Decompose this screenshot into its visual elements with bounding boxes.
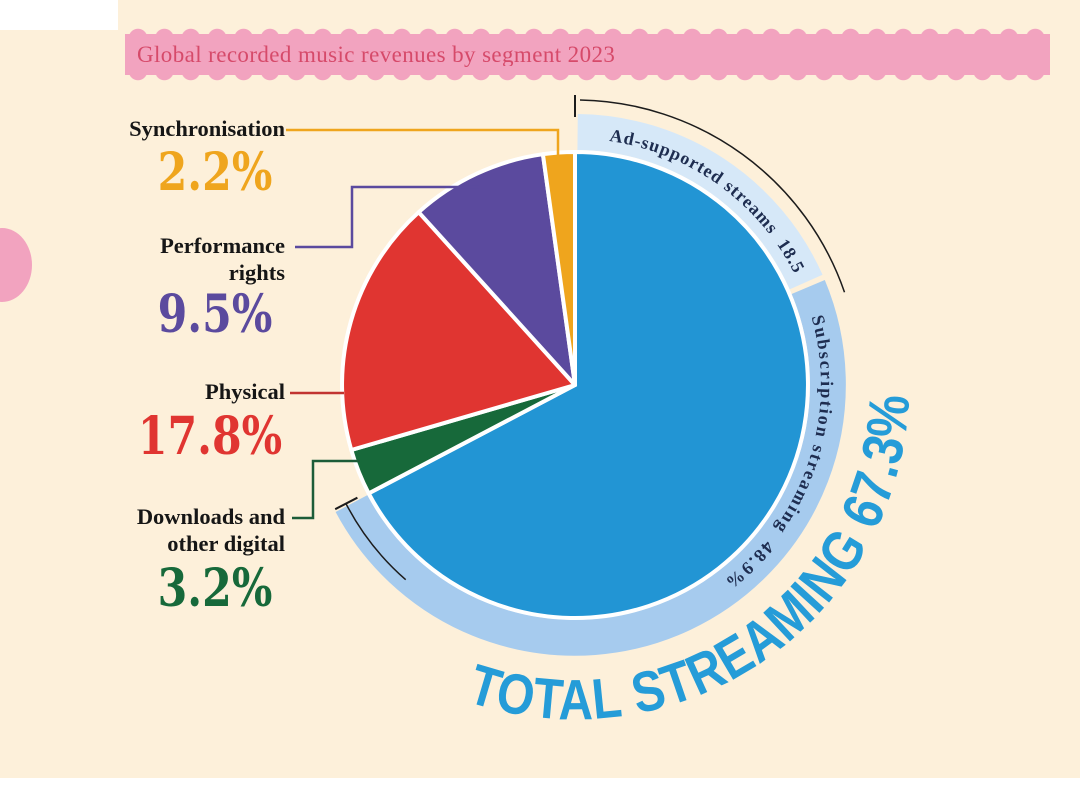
chart-annotations — [286, 95, 846, 581]
pct-downloads: 3.2% — [157, 558, 273, 619]
top-arc — [579, 99, 846, 293]
pie-slice-physical — [340, 210, 577, 452]
band-subscription-streaming — [335, 280, 846, 656]
connector-downloads — [292, 459, 360, 520]
label-performance-rights: Performance rights — [160, 233, 285, 285]
band-ad-supported-streams — [577, 114, 823, 290]
label-synchronisation: Synchronisation — [129, 116, 285, 141]
bottom-left-tick — [334, 496, 358, 511]
label-physical: Physical — [204, 379, 285, 404]
connector-synchronisation — [286, 128, 560, 162]
label-downloads: Downloads and other digital — [136, 504, 285, 556]
page-bottom-strip — [0, 778, 1080, 799]
streaming-bands — [335, 114, 846, 656]
bottom-left-arc — [345, 503, 407, 581]
pct-synchronisation: 2.2% — [157, 142, 273, 203]
title-banner: Global recorded music revenues by segmen… — [125, 25, 1050, 84]
pie-slices — [340, 149, 810, 620]
page-corner-white — [0, 0, 118, 30]
pie-slice-total-streaming — [366, 150, 810, 620]
pct-physical: 17.8% — [137, 406, 283, 467]
page-title: Global recorded music revenues by segmen… — [137, 42, 616, 67]
pct-performance-rights: 9.5% — [157, 284, 273, 345]
connector-performance-rights — [295, 185, 479, 249]
pie-slice-performance-rights — [416, 152, 577, 387]
